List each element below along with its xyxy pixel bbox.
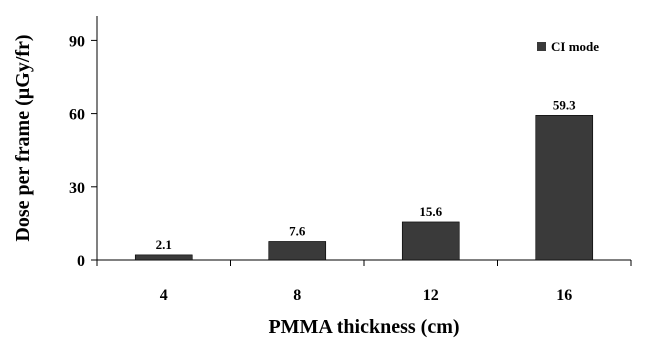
bar <box>134 254 193 261</box>
bar <box>268 241 327 261</box>
x-tick-label: 8 <box>293 287 301 304</box>
x-tick-label: 16 <box>556 287 572 304</box>
data-label: 2.1 <box>156 237 172 252</box>
data-label: 59.3 <box>553 97 576 112</box>
legend-swatch <box>537 42 546 51</box>
legend-label: CI mode <box>551 39 599 54</box>
y-axis-title: Dose per frame (µGy/fr) <box>12 34 34 241</box>
legend: CI mode <box>537 39 599 54</box>
bars <box>134 115 594 261</box>
x-axis-title: PMMA thickness (cm) <box>268 316 459 338</box>
data-label: 7.6 <box>289 223 306 238</box>
bar <box>535 115 594 261</box>
y-tick-label: 60 <box>69 107 85 124</box>
y-tick-label: 30 <box>69 180 85 197</box>
data-labels: 2.1 7.6 15.6 59.3 <box>156 97 577 252</box>
y-ticks: 0 30 60 90 <box>69 33 97 270</box>
data-label: 15.6 <box>419 204 442 219</box>
y-tick-label: 0 <box>77 253 85 270</box>
y-tick-label: 90 <box>69 33 85 50</box>
bar <box>401 221 460 261</box>
x-tick-label: 4 <box>160 287 168 304</box>
x-tick-label: 12 <box>423 287 439 304</box>
x-ticks: 4 8 12 16 <box>96 260 632 304</box>
